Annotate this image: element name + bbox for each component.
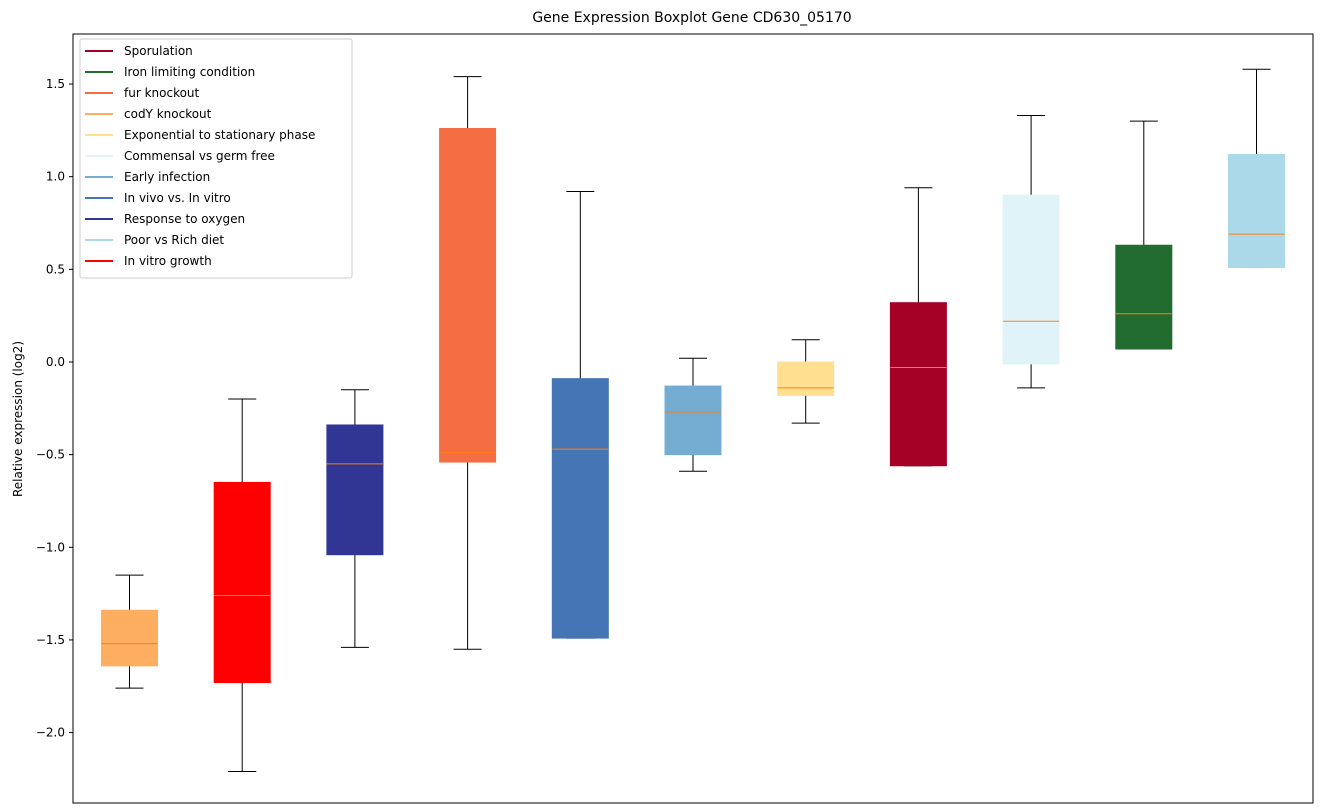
y-axis-label: Relative expression (log2)	[11, 341, 25, 497]
box-in-vitro-growth	[213, 398, 271, 772]
y-tick-label: 1.0	[46, 170, 65, 184]
legend-label: In vivo vs. In vitro	[124, 191, 231, 205]
legend-label: In vitro growth	[124, 254, 212, 268]
legend-label: Poor vs Rich diet	[124, 233, 224, 247]
box-body	[1228, 153, 1285, 268]
legend-label: Sporulation	[124, 44, 193, 58]
y-tick-label: −2.0	[36, 726, 65, 740]
box-body	[1002, 194, 1060, 365]
box-body	[664, 385, 722, 456]
y-tick-label: −1.5	[36, 633, 65, 647]
legend-entry: Iron limiting condition	[85, 65, 255, 79]
box-commensal-vs-germ-free	[1002, 115, 1060, 389]
box-response-to-oxygen	[326, 389, 384, 648]
legend-entry: In vitro growth	[85, 254, 212, 268]
plot-frame	[72, 33, 1314, 804]
box-in-vivo-vs-in-vitro	[551, 191, 609, 639]
box-cody-knockout	[101, 574, 158, 689]
box-body	[777, 361, 835, 396]
legend-label: Early infection	[124, 170, 210, 184]
legend-label: codY knockout	[124, 107, 212, 121]
legend-entry: fur knockout	[85, 86, 200, 100]
box-body	[439, 128, 497, 463]
legend-entry: Early infection	[85, 170, 210, 184]
box-body	[889, 302, 947, 467]
y-tick-label: 0.0	[46, 355, 65, 369]
y-tick-label: −0.5	[36, 448, 65, 462]
box-early-infection	[664, 357, 722, 472]
legend-entry: codY knockout	[85, 107, 212, 121]
box-sporulation	[889, 187, 947, 467]
box-body	[213, 481, 271, 684]
y-tick-label: −1.0	[36, 540, 65, 554]
box-poor-vs-rich-diet	[1228, 68, 1285, 268]
box-iron-limiting-condition	[1115, 120, 1173, 350]
legend-entry: Response to oxygen	[85, 212, 245, 226]
box-body	[101, 609, 158, 667]
y-tick-label: 1.5	[46, 77, 65, 91]
box-body	[326, 424, 384, 556]
box-body	[551, 378, 609, 639]
y-tick-label: 0.5	[46, 262, 65, 276]
legend-label: fur knockout	[124, 86, 200, 100]
legend-entry: In vivo vs. In vitro	[85, 191, 231, 205]
legend-frame	[79, 38, 353, 279]
chart-title: Gene Expression Boxplot Gene CD630_05170	[532, 10, 851, 26]
box-fur-knockout	[439, 76, 497, 650]
legend-entry: Poor vs Rich diet	[85, 233, 224, 247]
box-exponential-to-stationary-phase	[777, 339, 835, 424]
legend-label: Exponential to stationary phase	[124, 128, 315, 142]
legend-label: Commensal vs germ free	[124, 149, 275, 163]
legend-label: Iron limiting condition	[124, 65, 255, 79]
legend-entry: Exponential to stationary phase	[85, 128, 315, 142]
legend-label: Response to oxygen	[124, 212, 245, 226]
plot-area: −2.0 −1.5 −1.0 −0.5 0.0 0.5 1.0 1.5	[36, 68, 1285, 772]
legend-entry: Commensal vs germ free	[85, 149, 275, 163]
legend: Sporulation Iron limiting condition fur kn…	[79, 38, 353, 279]
box-body	[1115, 244, 1173, 350]
legend-entry: Sporulation	[85, 44, 193, 58]
